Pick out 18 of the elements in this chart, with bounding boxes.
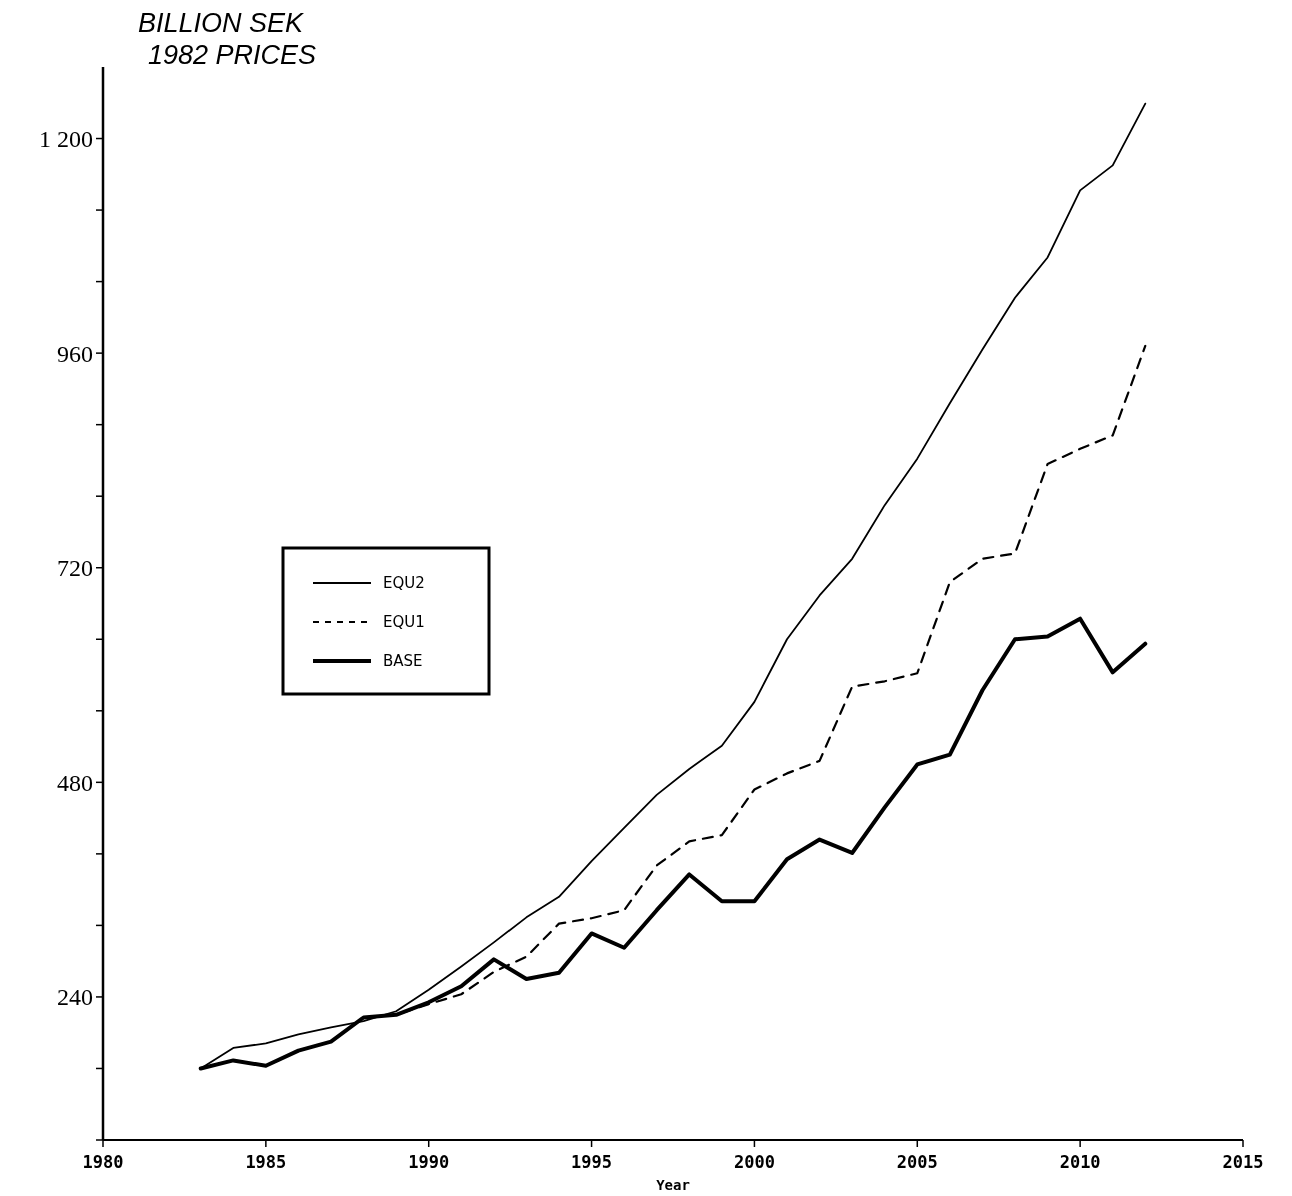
x-tick-label: 1980: [82, 1152, 124, 1172]
y-tick-label: 240: [57, 984, 93, 1011]
y-tick-label: 720: [57, 555, 93, 582]
x-tick-label: 1985: [245, 1152, 287, 1172]
legend-label: EQU1: [383, 613, 425, 632]
y-axis-title: BILLION SEK 1982 PRICES: [138, 8, 317, 70]
y-tick-label: 1 200: [39, 125, 93, 152]
x-tick-label: 1995: [571, 1152, 613, 1172]
x-tick-label: 2010: [1059, 1152, 1101, 1172]
legend-label: BASE: [383, 652, 423, 671]
y-tick-label: 960: [57, 340, 93, 367]
legend-label: EQU2: [383, 574, 425, 593]
x-tick-label: 2005: [896, 1152, 938, 1172]
x-tick-label: 1990: [408, 1152, 450, 1172]
x-axis-title: Year: [656, 1177, 690, 1193]
x-tick-label: 2000: [733, 1152, 775, 1172]
x-tick-label: 2015: [1222, 1152, 1264, 1172]
y-tick-label: 480: [57, 769, 93, 796]
